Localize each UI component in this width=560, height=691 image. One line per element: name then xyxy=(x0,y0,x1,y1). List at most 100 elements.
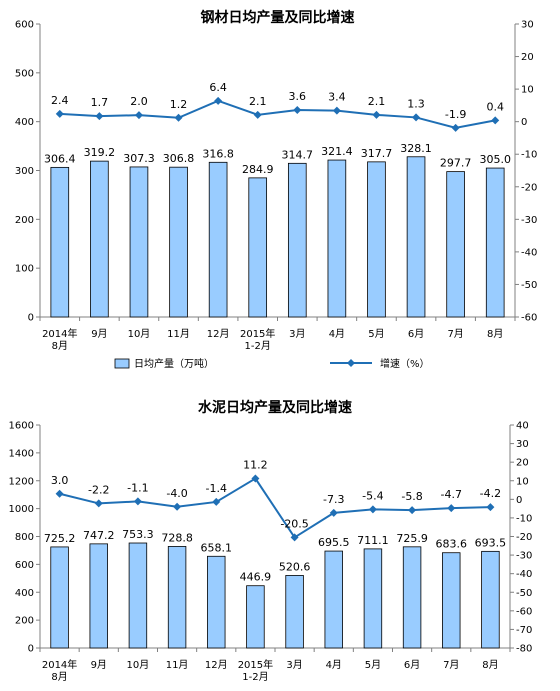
chart2-bar-label: 658.1 xyxy=(201,541,233,554)
chart2-growth-label: 3.0 xyxy=(51,474,69,487)
chart2-growth-point xyxy=(173,502,182,511)
chart2-x-tick-label: 9月 xyxy=(91,659,107,671)
chart1-right-tick-label: 10 xyxy=(521,85,534,96)
chart2-right-tick-label: 40 xyxy=(516,421,529,432)
chart2-bar xyxy=(442,552,461,649)
chart1-bar xyxy=(485,167,505,318)
chart1-right-tick-label: -40 xyxy=(521,247,537,258)
chart2-growth-point xyxy=(486,503,495,512)
chart2-right-tick-label: -40 xyxy=(516,569,532,580)
chart2-growth-label: -1.1 xyxy=(127,481,148,494)
chart1-x-tick-label: 10月 xyxy=(128,328,151,340)
chart1-bar-label: 284.9 xyxy=(242,163,274,176)
chart2-growth-point xyxy=(368,505,377,514)
chart2-growth-label: -4.2 xyxy=(480,487,501,500)
chart2-growth-label: -1.4 xyxy=(206,482,227,495)
chart2-bar xyxy=(50,546,69,649)
chart2-bar-label: 753.3 xyxy=(122,528,154,541)
chart1-right-tick-label: -10 xyxy=(521,150,537,161)
chart2-bar xyxy=(285,575,304,649)
chart1-growth-point xyxy=(174,113,183,122)
chart1-growth-point xyxy=(412,113,421,122)
chart1-bar xyxy=(169,166,188,318)
chart1-x-tick-label: 4月 xyxy=(329,328,345,340)
chart1-x-tick-label: 7月 xyxy=(447,328,463,340)
chart1-bar xyxy=(327,159,347,318)
chart2-growth-point xyxy=(212,497,221,506)
chart1-legend-bar-label: 日均产量（万吨） xyxy=(134,357,214,370)
chart1-right-tick-label: -50 xyxy=(521,280,537,291)
chart2-x-tick-label: 3月 xyxy=(286,659,302,671)
chart2-x-tick-label: 10月 xyxy=(127,659,150,671)
chart1-growth-label: 1.2 xyxy=(170,98,188,111)
chart2-bar-label: 446.9 xyxy=(240,571,272,584)
chart2-left-tick-label: 200 xyxy=(15,616,34,627)
chart2-left-tick-label: 400 xyxy=(15,588,34,599)
chart1-right-tick-label: 30 xyxy=(521,20,534,31)
chart1-x-tick-label: 12月 xyxy=(207,328,230,340)
chart2-left-tick-label: 600 xyxy=(15,560,34,571)
chart1-growth-label: 0.4 xyxy=(486,100,504,113)
chart2-growth-label: -4.0 xyxy=(166,487,187,500)
chart1-growth-point xyxy=(293,105,302,114)
chart2-bar xyxy=(324,550,343,649)
chart2-growth-point xyxy=(408,506,417,515)
chart1-bar xyxy=(129,166,149,318)
chart2-bar-label: 520.6 xyxy=(279,560,311,573)
chart2-right-tick-label: 20 xyxy=(516,458,529,469)
chart2-bar xyxy=(481,550,500,649)
chart1-growth-point xyxy=(214,96,223,105)
chart2-left-tick-label: 1600 xyxy=(9,421,34,432)
chart2-growth-label: -4.7 xyxy=(441,488,462,501)
chart2-growth-point xyxy=(251,474,260,483)
chart1-left-tick-label: 100 xyxy=(15,264,34,275)
chart2-bar xyxy=(402,546,422,649)
chart2-growth-point xyxy=(133,497,142,506)
chart2-growth-point xyxy=(447,504,456,513)
chart2-left-tick-label: 1400 xyxy=(9,448,34,459)
chart2-bar-label: 728.8 xyxy=(161,531,193,544)
chart1-growth-point xyxy=(55,109,64,118)
chart2-growth-label: -20.5 xyxy=(280,517,308,530)
chart2-right-tick-label: -20 xyxy=(516,532,532,543)
chart1-x-tick-label: 2015年 1-2月 xyxy=(240,327,275,352)
chart1-growth-point xyxy=(451,123,460,132)
chart1-right-tick-label: 0 xyxy=(521,117,527,128)
chart2-growth-point xyxy=(290,533,299,542)
chart2-growth-point xyxy=(55,489,64,498)
chart1-growth-label: 1.3 xyxy=(407,97,425,110)
chart1-growth-label: 2.1 xyxy=(249,95,267,108)
chart1-x-tick-label: 8月 xyxy=(487,328,503,340)
chart2-right-tick-label: -80 xyxy=(516,644,532,655)
chart1-left-tick-label: 500 xyxy=(15,68,34,79)
chart2-x-tick-label: 6月 xyxy=(404,659,420,671)
chart1-bar-label: 306.4 xyxy=(44,152,76,165)
chart2-growth-label: -5.8 xyxy=(401,490,422,503)
chart2-bar xyxy=(363,548,383,649)
chart2-growth-label: -2.2 xyxy=(88,483,109,496)
chart1-bar xyxy=(208,161,228,318)
chart2-bar xyxy=(207,555,226,649)
chart1-legend-line-label: 增速（%） xyxy=(380,357,430,370)
chart1-bar-label: 314.7 xyxy=(282,148,314,161)
chart1-bar-label: 305.0 xyxy=(479,153,511,166)
chart1-bar xyxy=(446,171,465,318)
chart1-growth-label: 2.4 xyxy=(51,94,69,107)
chart2-right-tick-label: -30 xyxy=(516,551,532,562)
chart2-x-tick-label: 7月 xyxy=(443,659,459,671)
chart1-growth-point xyxy=(134,111,143,120)
chart2-bar-label: 725.2 xyxy=(44,532,76,545)
chart2-x-tick-label: 5月 xyxy=(365,659,381,671)
chart1-growth-label: 2.1 xyxy=(368,95,386,108)
chart1-bar-label: 328.1 xyxy=(400,142,432,155)
chart1-x-tick-label: 3月 xyxy=(289,328,305,340)
chart2-right-tick-label: -60 xyxy=(516,606,532,617)
chart1-right-tick-label: -20 xyxy=(521,182,537,193)
chart1-right-tick-label: -60 xyxy=(521,313,537,324)
chart1-growth-label: -1.9 xyxy=(445,108,466,121)
chart2-left-tick-label: 1200 xyxy=(9,476,34,487)
chart1-growth-point xyxy=(95,112,104,121)
chart1-left-tick-label: 200 xyxy=(15,215,34,226)
chart1-legend-line-marker xyxy=(347,359,355,367)
